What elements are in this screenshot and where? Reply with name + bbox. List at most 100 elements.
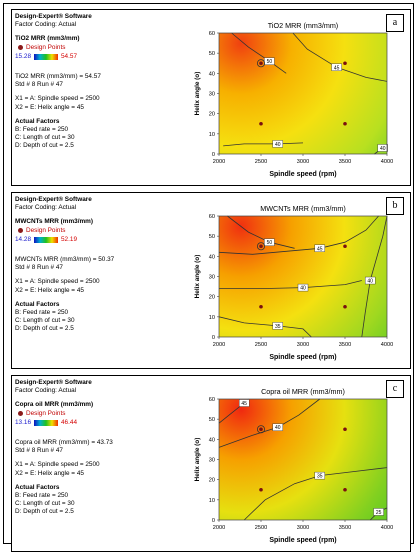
response-name: Copra oil MRR (mm3/mm) xyxy=(15,401,94,409)
panel-tag: a xyxy=(386,14,404,32)
legend-block: Design-Expert® Software Factor Coding: A… xyxy=(15,196,195,334)
factor-b: B: Feed rate = 250 xyxy=(15,126,69,134)
contour-label: 40 xyxy=(275,142,281,148)
color-scale: 14.28 52.19 xyxy=(15,236,195,244)
y-axis-label: Helix angle (o) xyxy=(194,438,201,482)
scale-max: 54.57 xyxy=(61,52,77,60)
y-tick-label: 20 xyxy=(209,112,215,118)
y-tick-label: 40 xyxy=(209,254,215,260)
design-points-legend: Design Points xyxy=(15,410,195,418)
y-tick-label: 10 xyxy=(209,498,215,504)
design-point xyxy=(259,61,263,66)
design-points-label: Design Points xyxy=(26,43,66,51)
factor-c: C: Length of cut = 30 xyxy=(15,317,75,325)
x-tick-label: 4000 xyxy=(381,159,393,165)
selected-point-ring xyxy=(256,242,265,251)
y-tick-label: 10 xyxy=(209,315,215,321)
prediction-value: Copra oil MRR (mm3/mm) = 43.73 xyxy=(15,439,113,447)
contour-label-box xyxy=(272,140,283,148)
color-scale: 13.16 46.44 xyxy=(15,419,195,427)
factor-d: D: Depth of cut = 2.5 xyxy=(15,142,74,150)
contour-label-box xyxy=(373,508,384,516)
response-surface xyxy=(219,399,387,520)
design-point xyxy=(259,487,263,492)
selected-point-ring xyxy=(256,425,265,434)
factor-coding: Factor Coding: Actual xyxy=(15,387,77,395)
x-tick-label: 2500 xyxy=(255,159,267,165)
contour-line xyxy=(223,142,304,147)
response-surface xyxy=(219,216,387,337)
design-points-legend: Design Points xyxy=(15,227,195,235)
y-tick-label: 50 xyxy=(209,234,215,240)
x-tick-label: 2500 xyxy=(255,525,267,531)
factor-b: B: Feed rate = 250 xyxy=(15,309,69,317)
std-run: Std # 8 Run # 47 xyxy=(15,447,63,455)
design-point-icon xyxy=(18,45,23,51)
x-tick-label: 3500 xyxy=(339,159,351,165)
x2-setting: X2 = E: Helix angle = 45 xyxy=(15,286,84,294)
panel-tag: b xyxy=(386,197,404,215)
contour-label: 50 xyxy=(267,240,273,246)
chart-title: MWCNTs MRR (mm3/mm) xyxy=(260,204,345,213)
software-name: Design-Expert® Software xyxy=(15,13,92,20)
contour-label: 45 xyxy=(334,65,340,71)
contour-label-box xyxy=(314,244,325,252)
software-name: Design-Expert® Software xyxy=(15,379,92,386)
design-point-icon xyxy=(18,228,23,234)
design-points-label: Design Points xyxy=(26,226,66,234)
contour-line xyxy=(227,215,295,249)
x2-setting: X2 = E: Helix angle = 45 xyxy=(15,103,84,111)
factor-coding: Factor Coding: Actual xyxy=(15,21,77,29)
y-axis-label: Helix angle (o) xyxy=(194,72,201,116)
x-tick-label: 3000 xyxy=(297,159,309,165)
y-tick-label: 0 xyxy=(212,335,215,341)
design-point xyxy=(343,121,347,126)
y-tick-label: 60 xyxy=(209,214,215,220)
design-point xyxy=(343,244,347,249)
x-tick-label: 3000 xyxy=(297,525,309,531)
y-tick-label: 20 xyxy=(209,478,215,484)
contour-label: 40 xyxy=(380,146,386,152)
contour-label-box xyxy=(297,283,309,292)
design-point xyxy=(259,427,263,432)
y-tick-label: 0 xyxy=(212,152,215,158)
actual-factors-title: Actual Factors xyxy=(15,300,60,308)
x-tick-label: 2500 xyxy=(255,342,267,348)
y-tick-label: 0 xyxy=(212,518,215,524)
contour-label-box xyxy=(331,63,342,71)
prediction-value: MWCNTs MRR (mm3/mm) = 50.37 xyxy=(15,256,115,264)
actual-factors-title: Actual Factors xyxy=(15,483,60,491)
y-tick-label: 30 xyxy=(209,275,215,281)
design-point xyxy=(343,61,347,66)
design-point-icon xyxy=(18,411,23,417)
y-tick-label: 40 xyxy=(209,71,215,77)
contour-plot: 50 45 40 40 TiO2 MRR (mm3/mm) 2000 2500 3000 350… xyxy=(194,21,393,178)
selected-point-ring xyxy=(256,59,265,68)
contour-label: 35 xyxy=(275,324,281,330)
x-tick-label: 3500 xyxy=(339,342,351,348)
x-tick-label: 2000 xyxy=(213,159,225,165)
factor-c: C: Length of cut = 30 xyxy=(15,500,75,508)
contour-line xyxy=(231,32,287,74)
contour-label-box xyxy=(272,423,283,431)
panel-b: Design-Expert® Software Factor Coding: A… xyxy=(11,192,411,369)
gradient-bar xyxy=(34,53,58,60)
legend-block: Design-Expert® Software Factor Coding: A… xyxy=(15,379,195,517)
x1-setting: X1 = A: Spindle speed = 2500 xyxy=(15,461,100,469)
scale-min: 13.16 xyxy=(15,418,31,426)
x-axis-label: Spindle speed (rpm) xyxy=(269,354,336,361)
figure-frame: Design-Expert® Software Factor Coding: A… xyxy=(3,3,414,552)
factor-d: D: Depth of cut = 2.5 xyxy=(15,508,74,516)
chart-title: Copra oil MRR (mm3/mm) xyxy=(261,387,345,396)
contour-label: 35 xyxy=(317,474,323,480)
design-point xyxy=(343,427,347,432)
x-tick-label: 2000 xyxy=(213,525,225,531)
contour-plot: 45 40 35 25 Copra oil MRR (mm3/mm) 2000 2500 30… xyxy=(194,387,393,544)
y-axis-label: Helix angle (o) xyxy=(194,255,201,299)
y-tick-label: 50 xyxy=(209,51,215,57)
x1-setting: X1 = A: Spindle speed = 2500 xyxy=(15,95,100,103)
y-tick-label: 60 xyxy=(209,31,215,37)
software-name: Design-Expert® Software xyxy=(15,196,92,203)
x-tick-label: 4000 xyxy=(381,342,393,348)
